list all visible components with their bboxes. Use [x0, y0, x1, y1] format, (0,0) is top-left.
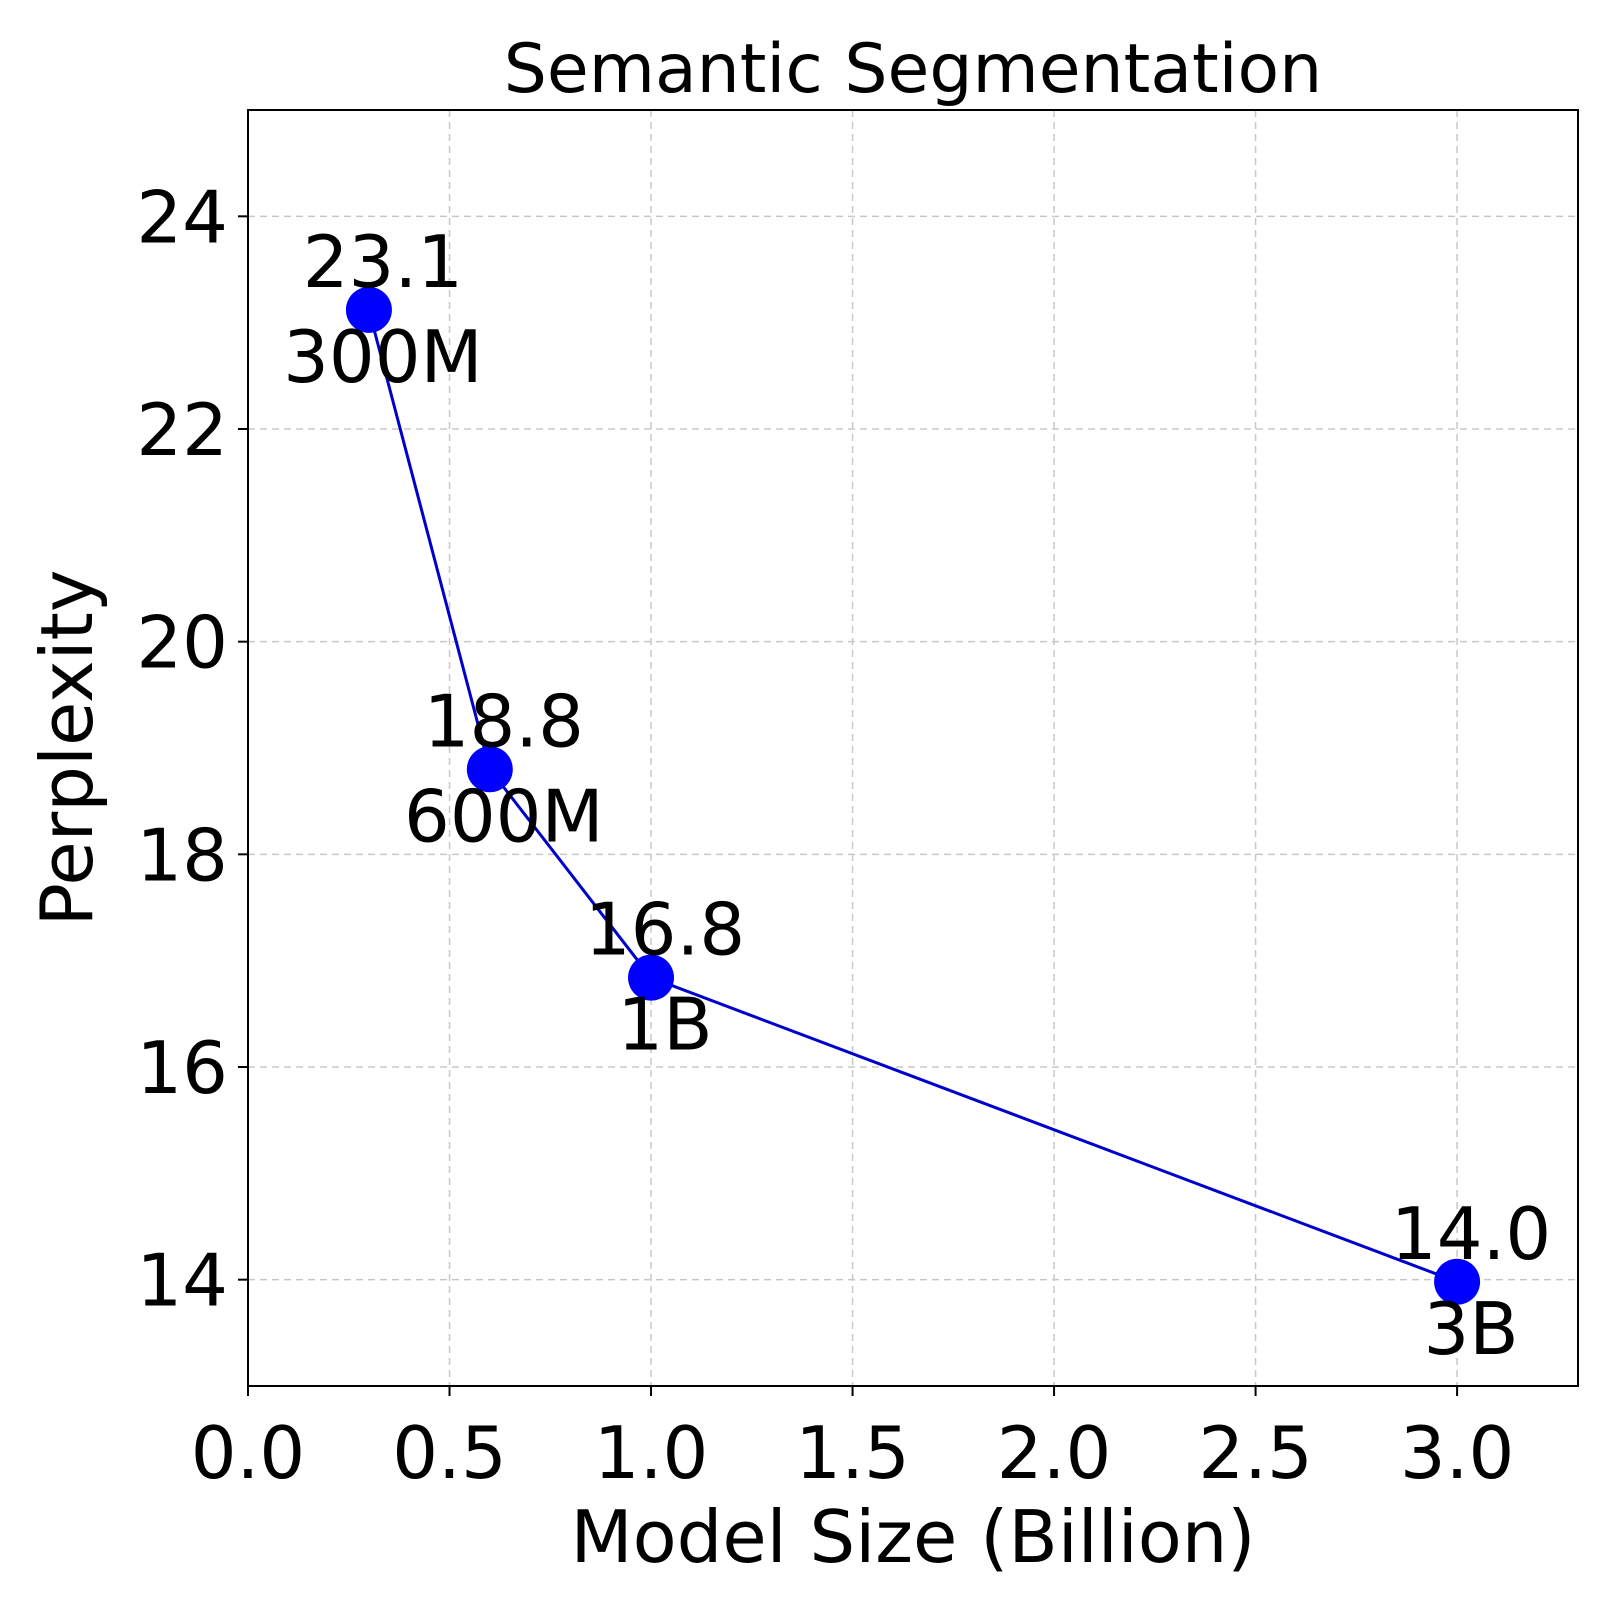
data-label-model-size: 300M — [283, 315, 483, 399]
data-point — [1434, 1258, 1481, 1305]
y-axis-ticks: 14 16 18 20 22 24 — [136, 175, 248, 1323]
y-axis-label: Perplexity — [25, 570, 109, 927]
x-axis-ticks: 0.0 0.5 1.0 1.5 2.0 2.5 3.0 — [191, 1386, 1515, 1495]
series-line — [367, 309, 1458, 1284]
data-point — [345, 286, 392, 333]
plot-frame — [247, 109, 1579, 1387]
data-label-model-size: 600M — [404, 774, 604, 858]
data-label-model-size: 1B — [617, 983, 712, 1067]
x-tick-label: 1.5 — [795, 1411, 910, 1495]
x-tick-label: 0.5 — [392, 1411, 507, 1495]
y-tick-label: 16 — [136, 1026, 228, 1110]
data-label-value: 16.8 — [585, 888, 745, 972]
series — [345, 286, 1481, 1305]
x-tick-label: 1.0 — [594, 1411, 709, 1495]
data-point — [628, 954, 675, 1001]
grid — [248, 110, 1578, 1386]
x-tick-label: 0.0 — [191, 1411, 306, 1495]
data-label-value: 14.0 — [1391, 1192, 1551, 1276]
y-tick-label: 18 — [136, 813, 228, 897]
y-tick-label: 24 — [136, 175, 228, 259]
y-tick-label: 14 — [136, 1239, 228, 1323]
x-axis-label: Model Size (Billion) — [570, 1495, 1255, 1579]
y-tick-label: 22 — [136, 388, 228, 472]
x-tick-label: 2.0 — [997, 1411, 1112, 1495]
y-tick-label: 20 — [136, 601, 228, 685]
x-tick-label: 2.5 — [1198, 1411, 1313, 1495]
chart-title: Semantic Segmentation — [504, 30, 1323, 109]
point-labels: 23.1 300M 18.8 600M 16.8 1B 14.0 3B — [283, 220, 1551, 1371]
data-label-model-size: 3B — [1423, 1287, 1518, 1371]
data-label-value: 23.1 — [303, 220, 463, 304]
data-point — [466, 746, 513, 793]
data-label-value: 18.8 — [424, 679, 584, 763]
x-tick-label: 3.0 — [1400, 1411, 1515, 1495]
